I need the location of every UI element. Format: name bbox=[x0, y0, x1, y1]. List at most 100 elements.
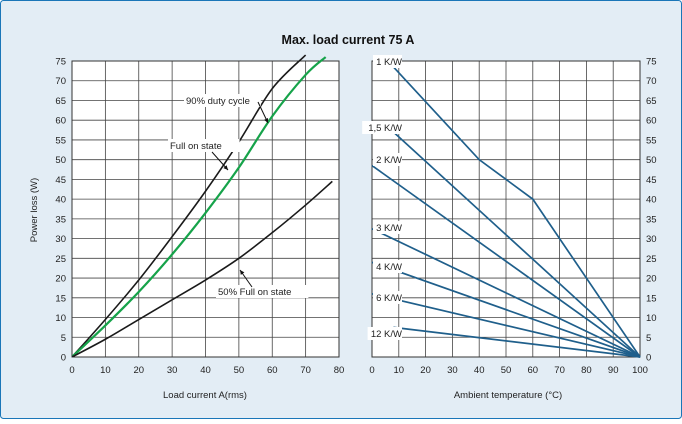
left-y-tick-label: 45 bbox=[55, 175, 66, 186]
right-series-line-2 bbox=[371, 164, 641, 358]
left-series-label: 50% Full on state bbox=[218, 287, 291, 298]
left-y-tick-label: 25 bbox=[55, 254, 66, 265]
chart-title: Max. load current 75 A bbox=[282, 33, 415, 47]
left-series-labels: 90% duty cycle Full on state 50% Full on s… bbox=[168, 94, 309, 298]
left-y-tick-label: 35 bbox=[55, 214, 66, 225]
left-x-tick-label: 80 bbox=[334, 365, 345, 376]
left-label-bg bbox=[216, 285, 309, 298]
right-label-bg bbox=[373, 55, 402, 68]
right-label-bg bbox=[373, 291, 402, 304]
right-x-tick-label: 70 bbox=[554, 365, 565, 376]
left-y-tick-label: 10 bbox=[55, 313, 66, 324]
left-series-label: Full on state bbox=[170, 141, 222, 152]
right-x-tick-label: 100 bbox=[632, 365, 648, 376]
left-x-tick-label: 10 bbox=[100, 365, 111, 376]
left-leader-arrow bbox=[240, 270, 245, 275]
right-series-label: 3 K/W bbox=[376, 223, 402, 234]
right-series-line-4 bbox=[371, 261, 641, 358]
right-x-tick-label: 10 bbox=[394, 365, 405, 376]
right-series-label: 1 K/W bbox=[376, 57, 402, 68]
right-y-tick-label: 15 bbox=[646, 293, 657, 304]
left-y-tick-label: 15 bbox=[55, 293, 66, 304]
right-x-tick-label: 0 bbox=[369, 365, 374, 376]
right-y-tick-label: 20 bbox=[646, 274, 657, 285]
right-y-tick-label: 25 bbox=[646, 254, 657, 265]
left-y-tick-label: 0 bbox=[61, 353, 66, 364]
right-label-bg bbox=[362, 121, 402, 134]
right-y-tick-label: 65 bbox=[646, 96, 657, 107]
left-x-tick-label: 30 bbox=[167, 365, 178, 376]
left-label-bg bbox=[168, 139, 240, 152]
right-series-line-6 bbox=[393, 326, 641, 358]
right-y-tick-label: 55 bbox=[646, 135, 657, 146]
left-y-axis-label: Power loss (W) bbox=[29, 178, 40, 242]
right-label-bg bbox=[373, 153, 402, 166]
left-x-tick-label: 50 bbox=[234, 365, 245, 376]
left-y-tick-labels: 0 5 10 15 20 25 30 35 40 45 50 55 60 65 70 75 bbox=[55, 57, 66, 364]
left-y-tick-label: 60 bbox=[55, 116, 66, 127]
right-plot-area bbox=[371, 60, 641, 358]
right-y-tick-label: 40 bbox=[646, 195, 657, 206]
right-x-tick-label: 80 bbox=[581, 365, 592, 376]
left-x-tick-labels: 0 10 20 30 40 50 60 70 80 bbox=[69, 365, 344, 376]
right-x-tick-label: 20 bbox=[420, 365, 431, 376]
left-y-tick-label: 55 bbox=[55, 135, 66, 146]
right-grid bbox=[371, 60, 641, 358]
right-series-lines bbox=[371, 66, 641, 358]
left-series-line-1 bbox=[72, 56, 327, 357]
left-x-tick-label: 40 bbox=[200, 365, 211, 376]
left-y-tick-label: 40 bbox=[55, 195, 66, 206]
right-y-tick-label: 45 bbox=[646, 175, 657, 186]
right-x-tick-label: 40 bbox=[474, 365, 485, 376]
right-label-bg bbox=[373, 260, 402, 273]
left-x-tick-label: 0 bbox=[69, 365, 74, 376]
right-y-tick-label: 75 bbox=[646, 57, 657, 68]
right-y-tick-label: 0 bbox=[646, 353, 651, 364]
left-y-tick-label: 30 bbox=[55, 234, 66, 245]
right-series-line-1 bbox=[392, 131, 641, 358]
left-label-bg bbox=[184, 94, 261, 107]
left-series-line-2 bbox=[72, 180, 333, 357]
left-y-tick-label: 20 bbox=[55, 274, 66, 285]
left-y-tick-label: 5 bbox=[61, 333, 66, 344]
right-y-tick-label: 35 bbox=[646, 214, 657, 225]
right-x-tick-label: 50 bbox=[501, 365, 512, 376]
right-x-tick-label: 60 bbox=[528, 365, 539, 376]
left-series-line-0 bbox=[72, 54, 307, 357]
left-x-tick-label: 20 bbox=[133, 365, 144, 376]
left-y-tick-label: 65 bbox=[55, 96, 66, 107]
left-leader-arrow bbox=[264, 118, 269, 123]
right-series-line-5 bbox=[371, 293, 641, 358]
right-series-label: 4 K/W bbox=[376, 262, 402, 273]
left-chart-panel: 0 10 20 30 40 50 60 70 80 0 5 10 15 20 25 30 35 40 45 50 55… bbox=[29, 54, 344, 401]
left-series-label: 90% duty cycle bbox=[186, 96, 250, 107]
left-x-tick-label: 70 bbox=[300, 365, 311, 376]
right-y-tick-label: 60 bbox=[646, 116, 657, 127]
right-y-tick-label: 5 bbox=[646, 333, 651, 344]
right-x-tick-label: 30 bbox=[447, 365, 458, 376]
right-series-label: 6 K/W bbox=[376, 293, 402, 304]
right-series-labels: 1 K/W 1,5 K/W 2 K/W 3 K/W 4 K/W 6 K/W 12 K/W bbox=[362, 55, 402, 340]
right-y-tick-label: 30 bbox=[646, 234, 657, 245]
left-series-lines bbox=[72, 54, 333, 357]
left-y-tick-label: 70 bbox=[55, 76, 66, 87]
right-y-tick-label: 50 bbox=[646, 155, 657, 166]
right-y-tick-label: 70 bbox=[646, 76, 657, 87]
right-series-line-3 bbox=[371, 227, 641, 358]
right-series-label: 2 K/W bbox=[376, 155, 402, 166]
right-series-label: 1,5 K/W bbox=[368, 123, 402, 134]
left-x-axis-label: Load current A(rms) bbox=[163, 390, 247, 401]
right-series-line-0 bbox=[392, 66, 641, 358]
right-x-axis-label: Ambient temperature (°C) bbox=[454, 390, 562, 401]
right-series-label: 12 K/W bbox=[371, 329, 402, 340]
right-label-bg bbox=[373, 221, 402, 234]
left-plot-area bbox=[71, 60, 340, 358]
left-x-tick-label: 60 bbox=[267, 365, 278, 376]
right-label-bg bbox=[367, 327, 402, 340]
left-y-tick-label: 75 bbox=[55, 57, 66, 68]
right-x-tick-label: 90 bbox=[608, 365, 619, 376]
right-y-tick-label: 10 bbox=[646, 313, 657, 324]
right-x-tick-labels: 0 10 20 30 40 50 60 70 80 90 100 bbox=[369, 365, 648, 376]
